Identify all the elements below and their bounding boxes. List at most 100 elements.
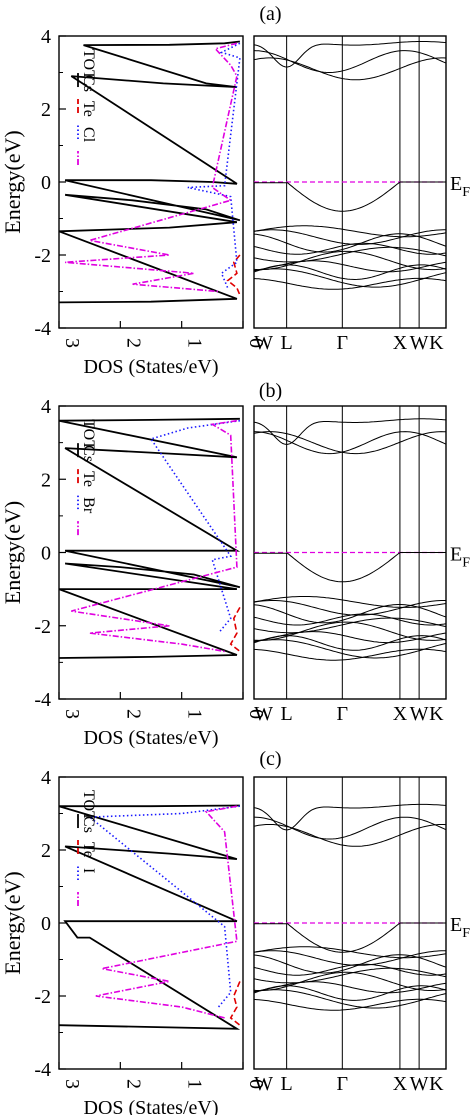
band-curve [253, 967, 447, 984]
y-tick-label: 0 [41, 543, 51, 565]
band-curve [253, 418, 447, 445]
band-curve [253, 824, 447, 847]
panel-label: (c) [259, 748, 281, 770]
k-point-label: L [281, 1073, 293, 1095]
x-tick-label: 1 [184, 338, 206, 348]
x-tick-label: 2 [122, 1079, 144, 1089]
legend-label-i: I [80, 868, 97, 873]
k-point-label: W [254, 703, 273, 725]
dos-series-br [71, 419, 238, 653]
band-curve [253, 613, 447, 626]
band-curve [253, 954, 447, 974]
band-curve [253, 604, 447, 624]
dos-series-i [95, 805, 238, 1019]
dos-series-te [187, 42, 241, 289]
band-curve [253, 648, 447, 661]
band-curve [253, 596, 447, 608]
k-point-label: Γ [337, 703, 349, 725]
band-curve [253, 617, 447, 634]
legend-label-cs: Cs [80, 445, 97, 462]
fermi-label: EF [450, 173, 470, 200]
band-curve [253, 50, 447, 73]
band-curve [253, 264, 447, 281]
y-tick-label: 0 [41, 913, 51, 935]
x-tick-label: 2 [122, 709, 144, 719]
panel-a: (a) 4 2 0 -2 -4 Energy(eV) 3 2 1 0 DOS (States/eV) T… [0, 3, 470, 378]
band-curve [253, 246, 447, 263]
band-curve [253, 242, 447, 255]
x-axis-label: DOS (States/eV) [84, 727, 219, 749]
panel-c: (c) 4 2 0 -2 -4 Energy(eV) 3 2 1 0 DOS (States/eV) T… [0, 748, 470, 1115]
legend-label-tot: TOT [80, 419, 97, 450]
dos-series-cl [65, 42, 238, 293]
fermi-label: EF [450, 544, 470, 571]
band-curve [253, 989, 447, 1009]
x-tick-label: 3 [61, 709, 83, 719]
k-point-label: K [429, 1073, 444, 1095]
band-curve [253, 946, 447, 959]
legend-label-br: Br [80, 497, 97, 514]
band-curve [253, 260, 447, 273]
band-curve [254, 181, 446, 212]
legend-label-te: Te [80, 471, 97, 487]
band-curve [253, 431, 447, 455]
y-tick-label: 2 [41, 469, 51, 491]
dos-series-tot [58, 40, 241, 304]
x-tick-label: 1 [184, 1079, 206, 1089]
k-point-label: X [393, 1073, 408, 1095]
x-axis-label: DOS (States/eV) [84, 356, 219, 378]
dos-series-tot [58, 417, 241, 659]
legend-label-tot: TOT [80, 49, 97, 80]
x-axis-label: DOS (States/eV) [84, 1097, 219, 1115]
y-tick-label: 2 [41, 840, 51, 862]
y-tick-label: 0 [41, 172, 51, 194]
k-point-label: L [281, 703, 293, 725]
panel-label: (b) [259, 380, 282, 402]
band-curve [253, 631, 447, 644]
y-tick-label: -2 [34, 245, 51, 267]
panel-b: (b) 4 2 0 -2 -4 Energy(eV) 3 2 1 0 DOS (States/eV) T… [0, 380, 470, 749]
legend-label-cs: Cs [80, 816, 97, 833]
y-tick-label: -4 [34, 689, 51, 711]
legend-label-cs: Cs [80, 75, 97, 92]
y-tick-label: -4 [34, 318, 51, 340]
band-curve [253, 981, 447, 994]
legend-label-te: Te [80, 842, 97, 858]
k-point-label: W [410, 1073, 429, 1095]
band-curve [253, 985, 447, 1001]
fermi-label: EF [450, 914, 470, 941]
y-tick-label: 4 [41, 26, 51, 48]
k-point-label: W [254, 1073, 273, 1095]
y-tick-label: -4 [34, 1059, 51, 1081]
dos-series-te [149, 419, 241, 634]
band-curve [253, 803, 447, 831]
k-point-label: W [254, 332, 273, 354]
y-axis-label: Energy(eV) [0, 501, 25, 604]
band-curve [254, 552, 446, 583]
legend-label-cl: Cl [80, 127, 97, 143]
band-curve [253, 816, 447, 840]
y-tick-label: 4 [41, 396, 51, 418]
k-point-label: X [393, 332, 408, 354]
y-tick-label: 4 [41, 767, 51, 789]
x-tick-label: 3 [61, 338, 83, 348]
legend-label-tot: TOT [80, 790, 97, 821]
dos-series-tot [58, 804, 241, 1030]
dos-series-cs [229, 981, 241, 1026]
x-tick-label: 0 [245, 338, 267, 348]
k-point-label: L [281, 332, 293, 354]
y-axis-label: Energy(eV) [0, 130, 25, 233]
k-point-label: X [393, 703, 408, 725]
dos-series-cs [229, 607, 241, 653]
band-curve [253, 277, 447, 290]
k-point-label: Γ [337, 1073, 349, 1095]
x-tick-label: 3 [61, 1079, 83, 1089]
band-curve [253, 431, 447, 455]
x-tick-label: 1 [184, 709, 206, 719]
y-tick-label: 2 [41, 99, 51, 121]
band-curve [253, 621, 447, 641]
band-curve [253, 971, 447, 991]
dos-series-te [87, 805, 240, 1008]
band-curve [253, 639, 447, 659]
